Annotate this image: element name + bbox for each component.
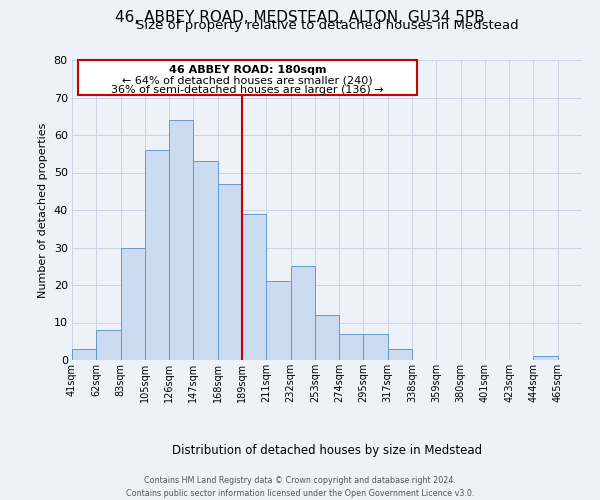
Title: Size of property relative to detached houses in Medstead: Size of property relative to detached ho… [136, 20, 518, 32]
Bar [72, 349, 96, 360]
Text: 46, ABBEY ROAD, MEDSTEAD, ALTON, GU34 5PB: 46, ABBEY ROAD, MEDSTEAD, ALTON, GU34 5P… [115, 10, 485, 25]
Bar [169, 120, 193, 360]
Bar [533, 356, 558, 360]
Bar [242, 214, 266, 360]
Text: 46 ABBEY ROAD: 180sqm: 46 ABBEY ROAD: 180sqm [169, 64, 326, 74]
X-axis label: Distribution of detached houses by size in Medstead: Distribution of detached houses by size … [172, 444, 482, 457]
Bar [145, 150, 169, 360]
Bar [290, 266, 315, 360]
Bar [78, 60, 417, 94]
Bar [339, 334, 364, 360]
Bar [218, 184, 242, 360]
Text: ← 64% of detached houses are smaller (240): ← 64% of detached houses are smaller (24… [122, 75, 373, 85]
Bar [96, 330, 121, 360]
Text: 36% of semi-detached houses are larger (136) →: 36% of semi-detached houses are larger (… [111, 86, 384, 96]
Bar [315, 315, 339, 360]
Text: Contains HM Land Registry data © Crown copyright and database right 2024.
Contai: Contains HM Land Registry data © Crown c… [126, 476, 474, 498]
Bar [121, 248, 145, 360]
Bar [364, 334, 388, 360]
Bar [266, 281, 290, 360]
Bar [388, 349, 412, 360]
Bar [193, 161, 218, 360]
Y-axis label: Number of detached properties: Number of detached properties [38, 122, 48, 298]
